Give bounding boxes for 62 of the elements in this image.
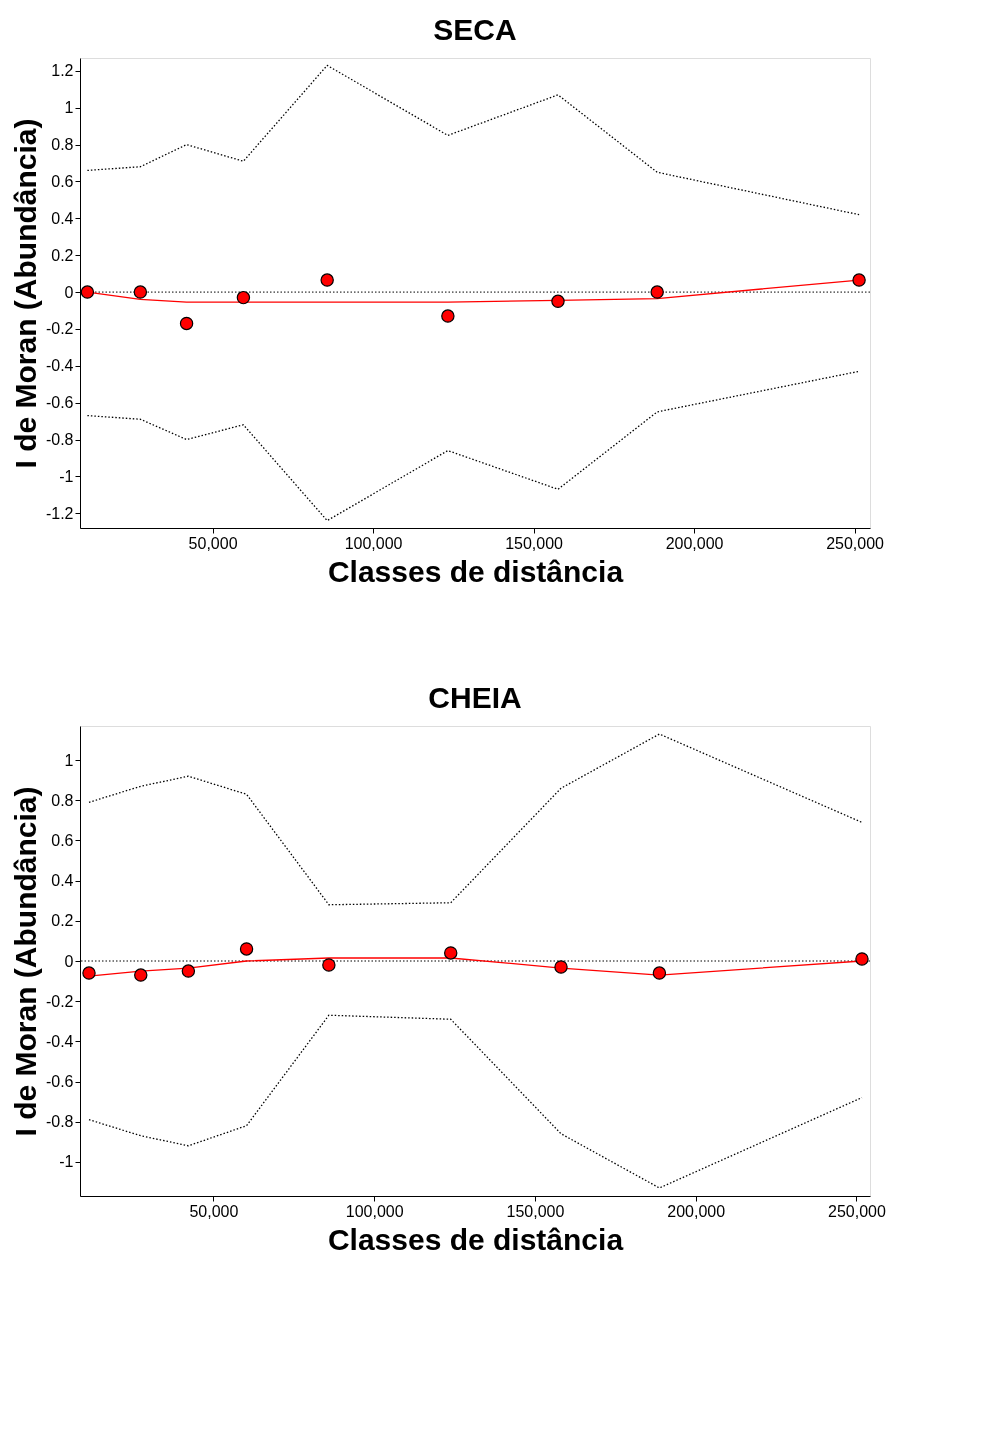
x-tick-label: 250,000 bbox=[828, 1202, 887, 1220]
x-tick-label: 150,000 bbox=[505, 534, 564, 552]
y-tick-label: -0.2 bbox=[45, 320, 74, 338]
x-axis-title: Classes de distância bbox=[327, 1222, 624, 1256]
line-series bbox=[88, 733, 863, 906]
y-tick-label: -0.8 bbox=[45, 431, 74, 449]
point bbox=[181, 964, 196, 978]
y-tick-label: -0.4 bbox=[45, 1032, 74, 1050]
x-tick-label: 250,000 bbox=[826, 534, 885, 552]
point bbox=[82, 966, 96, 980]
point bbox=[133, 285, 148, 299]
y-tick-label: -1.2 bbox=[45, 504, 74, 522]
y-axis-title: I de Moran (Abundância) bbox=[8, 118, 42, 469]
line-series bbox=[86, 64, 860, 216]
x-tick-label: 50,000 bbox=[189, 1202, 239, 1220]
x-tick-label: 100,000 bbox=[344, 534, 403, 552]
point bbox=[652, 966, 667, 980]
point bbox=[80, 285, 95, 299]
point bbox=[322, 958, 336, 972]
point bbox=[239, 942, 254, 956]
y-tick-label: 0.8 bbox=[51, 136, 74, 154]
point bbox=[236, 290, 251, 305]
y-tick-label: -0.2 bbox=[45, 992, 74, 1010]
y-tick-label: 0.2 bbox=[51, 912, 74, 930]
y-tick-label: 1 bbox=[64, 99, 74, 117]
y-tick-label: -0.6 bbox=[45, 1073, 74, 1091]
line-series bbox=[88, 1014, 863, 1189]
point bbox=[134, 968, 148, 982]
y-tick-label: 0.4 bbox=[51, 872, 74, 890]
x-tick-label: 200,000 bbox=[665, 534, 724, 552]
point bbox=[551, 294, 565, 309]
y-tick-label: 0 bbox=[64, 952, 74, 970]
point bbox=[650, 285, 664, 299]
x-tick-label: 100,000 bbox=[345, 1202, 404, 1220]
chart-title: SECA bbox=[433, 13, 517, 46]
y-tick-label: -1 bbox=[59, 1153, 74, 1171]
point bbox=[320, 273, 334, 287]
point bbox=[444, 946, 458, 960]
line-series bbox=[86, 370, 860, 522]
x-tick-label: 50,000 bbox=[188, 534, 238, 552]
y-tick-label: -0.4 bbox=[45, 357, 74, 375]
x-axis-title: Classes de distância bbox=[327, 554, 624, 588]
y-tick-label: 0.6 bbox=[51, 172, 74, 190]
y-tick-label: -0.6 bbox=[45, 394, 74, 412]
y-tick-label: 0.4 bbox=[51, 209, 74, 227]
point bbox=[852, 273, 866, 287]
y-axis-title: I de Moran (Abundância) bbox=[8, 786, 42, 1137]
y-tick-label: 0.6 bbox=[51, 831, 74, 849]
point bbox=[554, 960, 568, 974]
y-tick-label: 0 bbox=[64, 283, 74, 301]
y-tick-label: 1 bbox=[64, 751, 74, 769]
point bbox=[179, 316, 194, 331]
y-tick-label: 1.2 bbox=[51, 62, 74, 80]
chart-title: CHEIA bbox=[428, 681, 522, 714]
y-tick-label: -0.8 bbox=[45, 1113, 74, 1131]
y-tick-label: 0.2 bbox=[51, 246, 74, 264]
x-tick-label: 200,000 bbox=[667, 1202, 726, 1220]
point bbox=[441, 309, 455, 323]
point bbox=[855, 952, 869, 966]
y-tick-label: 0.8 bbox=[51, 791, 74, 809]
x-tick-label: 150,000 bbox=[506, 1202, 565, 1220]
y-tick-label: -1 bbox=[59, 467, 74, 485]
